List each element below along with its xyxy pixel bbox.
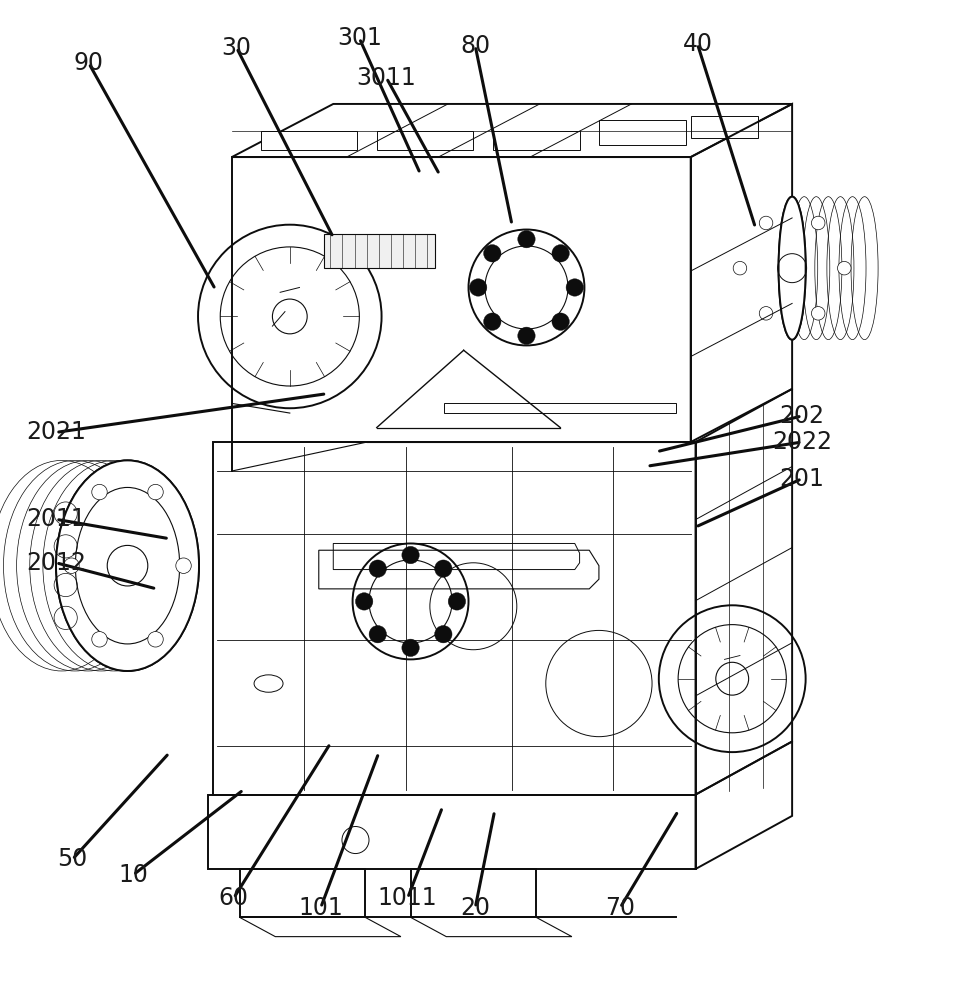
Bar: [599, 120, 686, 145]
Text: 2022: 2022: [772, 430, 832, 454]
Bar: [261, 131, 357, 150]
Text: 301: 301: [337, 26, 382, 50]
Ellipse shape: [779, 197, 806, 340]
Circle shape: [552, 313, 569, 330]
Circle shape: [369, 626, 386, 643]
Circle shape: [435, 626, 452, 643]
Circle shape: [355, 593, 373, 610]
Bar: [324, 234, 435, 268]
Circle shape: [369, 560, 386, 577]
Circle shape: [518, 230, 535, 248]
Circle shape: [733, 261, 747, 275]
Text: 2012: 2012: [26, 551, 86, 575]
Text: 201: 201: [780, 467, 824, 491]
Bar: [493, 131, 580, 150]
Circle shape: [148, 484, 163, 500]
Circle shape: [811, 216, 825, 230]
Circle shape: [759, 216, 773, 230]
Text: 20: 20: [460, 896, 491, 920]
Ellipse shape: [56, 460, 199, 671]
Text: 70: 70: [605, 896, 636, 920]
Circle shape: [448, 593, 466, 610]
Circle shape: [176, 558, 191, 573]
Circle shape: [469, 279, 487, 296]
Circle shape: [811, 307, 825, 320]
Bar: [691, 116, 758, 138]
Text: 50: 50: [57, 847, 88, 871]
Circle shape: [484, 313, 501, 330]
Text: 60: 60: [218, 886, 249, 910]
Text: 10: 10: [119, 863, 148, 887]
Text: 90: 90: [73, 51, 104, 75]
Text: 101: 101: [298, 896, 343, 920]
Text: 2021: 2021: [26, 420, 86, 444]
Circle shape: [838, 261, 851, 275]
Text: 2011: 2011: [26, 507, 86, 531]
Text: 1011: 1011: [378, 886, 438, 910]
Circle shape: [759, 307, 773, 320]
Circle shape: [64, 558, 79, 573]
Bar: [377, 131, 473, 150]
Circle shape: [92, 484, 107, 500]
Text: 80: 80: [460, 34, 491, 58]
Circle shape: [566, 279, 583, 296]
Text: 40: 40: [682, 32, 713, 56]
Circle shape: [552, 245, 569, 262]
Circle shape: [402, 546, 419, 564]
Circle shape: [92, 632, 107, 647]
Circle shape: [148, 632, 163, 647]
Text: 3011: 3011: [356, 66, 416, 90]
Circle shape: [518, 327, 535, 344]
Circle shape: [402, 639, 419, 656]
Text: 202: 202: [780, 404, 824, 428]
Text: 30: 30: [221, 36, 252, 60]
Circle shape: [435, 560, 452, 577]
Circle shape: [484, 245, 501, 262]
